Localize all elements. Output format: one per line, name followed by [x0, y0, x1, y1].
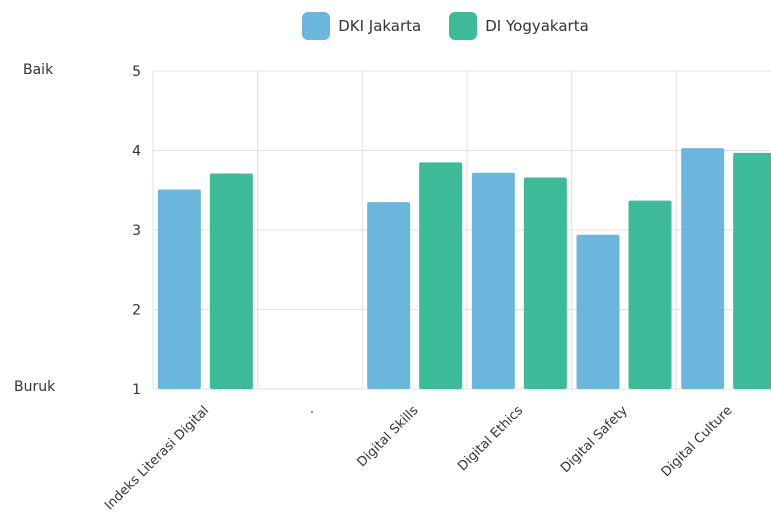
legend-item-dki-jakarta[interactable]: DKI Jakarta	[302, 12, 421, 40]
bar-di-yogyakarta	[523, 177, 567, 389]
bar-dki-jakarta	[471, 172, 515, 389]
bar-di-yogyakarta	[733, 152, 771, 389]
y-tick-label: 2	[132, 303, 141, 319]
x-tick-label: Digital Skills	[355, 403, 422, 470]
bar-dki-jakarta	[681, 148, 725, 389]
chart-legend: DKI Jakarta DI Yogyakarta	[0, 12, 771, 40]
y-tick-label: 1	[132, 382, 141, 398]
y-side-label-good: Baik	[23, 62, 54, 78]
x-tick-label: Indeks Literasi Digital	[102, 403, 212, 513]
legend-swatch-dki-jakarta	[302, 12, 331, 40]
bar-dki-jakarta	[576, 234, 620, 389]
legend-item-di-yogyakarta[interactable]: DI Yogyakarta	[449, 12, 589, 40]
y-tick-label: 3	[132, 223, 141, 239]
bar-dki-jakarta	[157, 189, 201, 389]
y-tick-label: 5	[132, 64, 141, 80]
x-tick-label: Digital Safety	[558, 403, 631, 476]
x-tick-label: Digital Ethics	[455, 403, 526, 474]
legend-label-di-yogyakarta: DI Yogyakarta	[485, 17, 589, 35]
bar-di-yogyakarta	[419, 162, 463, 389]
y-tick-label: 4	[132, 144, 141, 160]
bar-dki-jakarta	[367, 202, 411, 389]
x-tick-label: Digital Culture	[659, 403, 736, 480]
y-side-label-bad: Buruk	[14, 379, 56, 395]
x-tick-label: .	[303, 403, 317, 417]
bar-di-yogyakarta	[628, 200, 672, 389]
bar-di-yogyakarta	[209, 173, 253, 389]
legend-swatch-di-yogyakarta	[449, 12, 478, 40]
legend-label-dki-jakarta: DKI Jakarta	[338, 17, 422, 35]
